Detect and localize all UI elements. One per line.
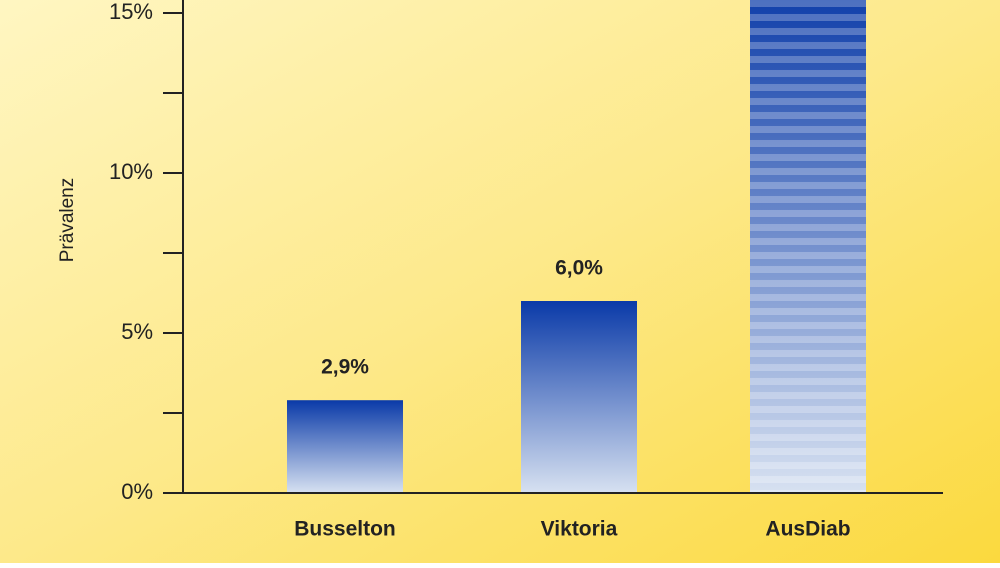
y-tick-label: 15% <box>109 0 153 24</box>
bar <box>521 301 637 493</box>
value-label: 6,0% <box>555 257 603 280</box>
bar <box>287 400 403 493</box>
y-tick-label: 5% <box>121 319 153 344</box>
y-tick-label: 10% <box>109 159 153 184</box>
y-axis-label: Prävalenz <box>57 178 78 263</box>
value-label: 2,9% <box>321 356 369 379</box>
x-tick-label: Viktoria <box>541 518 618 541</box>
bar-stripes <box>750 0 866 493</box>
x-tick-label: AusDiab <box>765 518 850 541</box>
x-tick-label: Busselton <box>294 518 396 541</box>
plot-area <box>287 0 866 493</box>
y-tick-label: 0% <box>121 479 153 504</box>
